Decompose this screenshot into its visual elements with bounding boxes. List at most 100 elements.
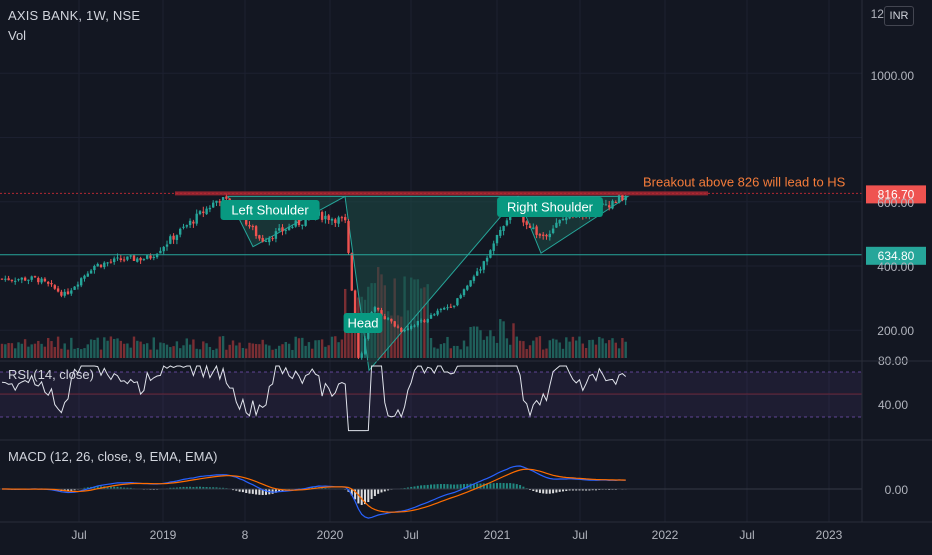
candle-body (426, 318, 429, 323)
macd-histogram-bar (436, 484, 439, 490)
volume-bar (327, 345, 330, 358)
volume-bar (416, 279, 419, 358)
candle-body (347, 221, 350, 253)
volume-bar (304, 345, 307, 358)
volume-bar (202, 341, 205, 358)
volume-bar (492, 336, 495, 358)
candle-body (109, 261, 113, 263)
volume-bar (525, 349, 528, 358)
candle-body (479, 269, 482, 271)
macd-histogram-bar (258, 489, 261, 495)
candle-body (386, 318, 390, 320)
macd-histogram-bar (215, 487, 218, 490)
volume-bar (449, 348, 452, 358)
macd-histogram-bar (251, 489, 254, 494)
volume-bar (103, 337, 106, 358)
volume-bar (317, 340, 320, 358)
volume-bar (284, 341, 287, 358)
candle-body (377, 307, 380, 310)
volume-bar (542, 349, 545, 358)
candle-body (268, 238, 271, 243)
volume-bar (159, 342, 162, 358)
candle-body (149, 255, 152, 259)
volume-bar (271, 349, 274, 358)
volume-bar (165, 344, 169, 358)
time-tick-label: 2022 (652, 528, 679, 542)
candle-body (202, 211, 205, 214)
candle-body (482, 261, 485, 270)
volume-bar (350, 315, 353, 358)
candle-body (76, 284, 80, 287)
macd-histogram-bar (235, 489, 238, 491)
candle-body (4, 278, 7, 280)
volume-bar (106, 340, 109, 358)
candle-body (291, 226, 294, 228)
candle-body (423, 320, 426, 322)
macd-histogram-bar (578, 489, 581, 491)
volume-bar (330, 336, 334, 358)
candle-body (96, 263, 99, 267)
candle-body (50, 283, 53, 285)
volume-bar (162, 343, 165, 358)
candle-body (403, 329, 406, 332)
volume-bar (436, 348, 439, 358)
candle-body (604, 204, 608, 206)
candle-body (393, 321, 396, 327)
candle-body (350, 253, 353, 291)
macd-histogram-bar (591, 489, 594, 491)
volume-bar (231, 340, 235, 358)
volume-bar (548, 340, 551, 358)
candle-body (456, 298, 459, 306)
macd-histogram-bar (496, 482, 498, 490)
volume-bar (462, 340, 466, 358)
macd-histogram-bar (261, 489, 264, 496)
candle-body (535, 226, 538, 235)
volume-bar (294, 336, 297, 358)
candle-body (139, 258, 142, 261)
candle-body (505, 220, 509, 226)
macd-histogram-bar (113, 486, 116, 490)
volume-bar (538, 336, 542, 358)
candle-body (545, 234, 548, 237)
candle-body (340, 217, 344, 219)
candle-body (561, 219, 565, 221)
time-tick-label: Jul (572, 528, 587, 542)
currency-button[interactable]: INR (884, 6, 914, 26)
volume-bar (146, 343, 149, 358)
volume-bar (578, 336, 581, 358)
volume-bar (433, 347, 436, 358)
candle-body (37, 278, 40, 283)
price-tick-label: 600.00 (877, 196, 914, 210)
candle-body (614, 202, 617, 204)
volume-bar (297, 338, 301, 358)
volume-bar (99, 349, 103, 358)
macd-histogram-bar (271, 489, 274, 494)
macd-histogram-bar (430, 484, 432, 490)
volume-bar (0, 343, 4, 358)
support-price-value: 634.80 (878, 249, 915, 263)
candle-body (297, 219, 301, 225)
candle-body (192, 221, 195, 224)
volume-bar (80, 349, 83, 358)
volume-bar (241, 347, 245, 358)
candle-body (357, 324, 360, 358)
volume-bar (4, 344, 7, 358)
volume-bar (142, 344, 146, 358)
candle-body (254, 226, 258, 237)
pattern-labels: Left Shoulder Head Right Shoulder (220, 197, 603, 333)
volume-bar (268, 345, 271, 358)
candle-body (367, 328, 370, 339)
volume-bar (515, 336, 518, 358)
volume-bar (334, 336, 337, 358)
volume-bar (485, 336, 489, 358)
volume-bar (70, 337, 73, 358)
volume-bar (122, 343, 126, 358)
volume-bar (129, 347, 132, 358)
candle-body (274, 231, 278, 239)
volume-bar (30, 344, 33, 358)
candle-body (373, 307, 377, 312)
head-label-bg (343, 313, 383, 333)
volume-bar (40, 343, 43, 358)
